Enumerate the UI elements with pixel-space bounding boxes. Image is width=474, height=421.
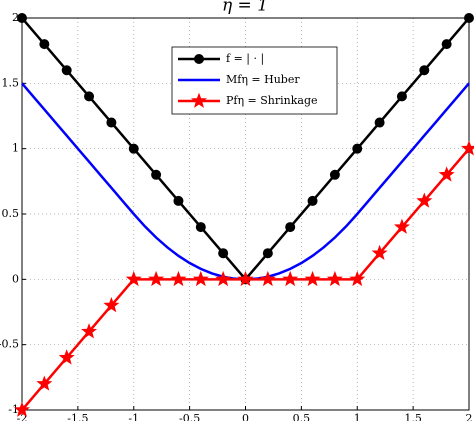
- marker: [304, 270, 321, 287]
- marker: [13, 401, 31, 417]
- marker: [262, 248, 273, 259]
- legend-label: f = | · |: [226, 52, 264, 66]
- marker: [438, 166, 455, 182]
- x-tick-label: -1.5: [67, 412, 88, 421]
- marker: [17, 13, 27, 23]
- marker: [460, 140, 474, 156]
- chart-title: η = 1: [222, 0, 268, 16]
- x-tick-label: 0: [242, 412, 249, 421]
- marker: [441, 39, 452, 50]
- marker: [192, 270, 209, 287]
- marker: [81, 323, 98, 339]
- marker: [151, 169, 162, 180]
- x-tick-label: -0.5: [179, 412, 200, 421]
- legend-label: Mfη = Huber: [226, 73, 300, 86]
- y-tick-label: 1: [12, 142, 19, 155]
- marker: [106, 117, 117, 128]
- legend-marker: [190, 92, 208, 108]
- marker: [170, 270, 187, 287]
- x-tick-label: 1: [354, 412, 361, 421]
- marker: [464, 13, 474, 23]
- marker: [128, 143, 139, 154]
- marker: [237, 270, 254, 287]
- y-tick-label: 1.5: [2, 76, 20, 89]
- x-tick-label: 0.5: [293, 412, 311, 421]
- marker: [173, 195, 184, 206]
- y-tick-label: -0.5: [0, 338, 19, 351]
- legend-label: Pfη = Shrinkage: [226, 94, 318, 107]
- marker: [215, 270, 232, 287]
- marker: [352, 143, 363, 154]
- marker: [416, 192, 433, 208]
- marker: [195, 222, 206, 233]
- legend-marker: [194, 54, 204, 64]
- marker: [125, 270, 142, 287]
- y-tick-label: 2: [12, 11, 19, 24]
- x-tick-label: 2: [466, 412, 473, 421]
- y-tick-label: 0.5: [2, 207, 20, 220]
- marker: [419, 65, 430, 76]
- plot-frame: [21, 17, 470, 411]
- marker: [39, 39, 50, 50]
- marker: [58, 349, 75, 365]
- marker: [36, 375, 53, 391]
- x-tick-label: 1.5: [404, 412, 422, 421]
- marker: [103, 297, 120, 313]
- marker: [349, 270, 366, 287]
- x-tick-label: -2: [17, 412, 28, 421]
- marker: [371, 244, 388, 261]
- marker: [61, 65, 72, 76]
- marker: [148, 270, 165, 287]
- marker: [218, 248, 229, 259]
- y-tick-label: 0: [12, 272, 19, 285]
- marker: [326, 270, 343, 287]
- marker: [259, 270, 276, 287]
- marker: [396, 91, 407, 102]
- marker: [329, 169, 340, 180]
- marker: [285, 222, 296, 233]
- marker: [393, 218, 410, 234]
- marker: [84, 91, 95, 102]
- marker: [374, 117, 385, 128]
- x-tick-label: -1: [128, 412, 139, 421]
- marker: [282, 270, 299, 287]
- y-tick-label: -1: [8, 403, 19, 416]
- marker: [307, 195, 318, 206]
